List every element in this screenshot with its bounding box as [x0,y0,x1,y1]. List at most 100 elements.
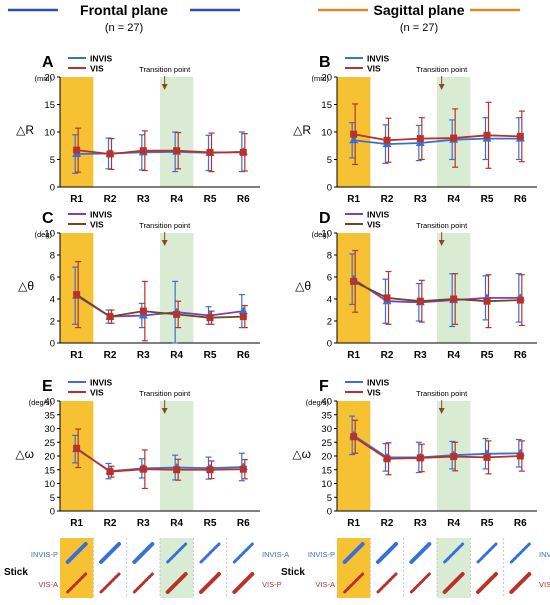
transition-annotation: Transition point [139,221,191,230]
data-point-vis [206,314,214,322]
legend-label: INVIS [367,54,390,64]
stick-r1-band [60,538,94,598]
unit-label: (deg/s) [306,398,330,407]
transition-arrow-head [438,84,445,90]
y-tick-label: 15 [44,465,55,476]
transition-annotation: Transition point [139,389,191,398]
y-tick-label: 2 [327,317,332,328]
x-tick-label: R1 [347,194,360,205]
y-tick-label: 40 [44,397,55,408]
x-tick-label: R5 [481,518,494,529]
stick-vis [66,572,88,594]
stick-invis [342,542,365,564]
y-tick-label: 10 [44,128,55,139]
y-axis-label: △R [293,123,311,137]
stick-vis [132,572,154,594]
legend-label: INVIS [367,210,390,220]
stick-vis [165,572,188,594]
stick-invis [132,542,155,564]
legend-label: INVIS [367,378,390,388]
panel-letter: F [319,378,329,395]
y-tick-label: 4 [50,295,55,306]
stick-vis [442,572,465,594]
stick-label-invis-a: INVIS-A [262,550,289,559]
data-point-vis [173,310,181,318]
transition-arrow-head [161,240,168,246]
y-tick-label: 20 [44,73,55,84]
data-point-vis [350,130,358,138]
y-tick-label: 30 [321,424,332,435]
data-point-vis [450,295,458,303]
y-tick-label: 5 [327,493,332,504]
y-tick-label: 20 [44,452,55,463]
stick-invis [409,542,432,564]
sagittal-header: Sagittal plane (n = 27) [318,2,520,34]
r4-band [160,401,194,511]
y-tick-label: 0 [50,339,55,350]
x-tick-label: R1 [70,518,83,529]
data-point-vis [139,147,147,155]
data-point-vis [516,132,524,140]
sagittal-title: Sagittal plane [373,2,464,18]
x-tick-label: R4 [170,518,183,529]
x-tick-label: R6 [237,350,250,361]
y-tick-label: 10 [321,229,332,240]
y-tick-label: 30 [44,424,55,435]
stick-label-vis-a: VIS-A [315,580,335,589]
y-axis-label: △ω [15,447,34,461]
x-tick-label: R2 [104,194,117,205]
y-tick-label: 15 [44,100,55,111]
x-tick-label: R4 [170,350,183,361]
y-tick-label: 8 [327,251,332,262]
panel-letter: D [319,210,331,227]
y-tick-label: 15 [321,465,332,476]
series-line [76,447,244,473]
data-point-vis [483,453,491,461]
stick-label-vis-a: VIS-A [38,580,58,589]
stick-invis [443,542,465,564]
y-tick-label: 10 [44,479,55,490]
x-tick-label: R5 [481,350,494,361]
panel-C: 0 2 4 6 8 10 R1 R2 R3 R4 R5 R6 C (deg) △θ Transition po… [18,210,260,361]
x-tick-label: R5 [481,194,494,205]
y-tick-label: 5 [327,155,332,166]
panel-E: 0 5 10 15 20 25 30 35 40 R1 R2 R3 R4 R5 R6 E (deg/s) △ω Tr… [15,378,260,529]
stick-vis [199,572,221,594]
frontal-header: Frontal plane (n = 27) [8,2,240,34]
legend-label: VIS [90,220,104,230]
series-line [353,434,521,459]
transition-annotation: Transition point [416,65,468,74]
x-tick-label: R5 [204,350,217,361]
y-tick-label: 6 [327,273,332,284]
data-point-vis [206,148,214,156]
series-line [353,278,521,304]
x-tick-label: R6 [514,350,527,361]
y-tick-label: 35 [321,410,332,421]
y-tick-label: 20 [321,73,332,84]
frontal-title: Frontal plane [80,2,168,18]
data-point-vis [516,296,524,304]
y-axis-label: △θ [18,279,34,293]
frontal-n: (n = 27) [105,22,143,34]
unit-label: (deg/s) [29,398,53,407]
y-tick-label: 10 [321,128,332,139]
data-point-vis [73,291,81,299]
sagittal-n: (n = 27) [400,22,438,34]
r1-band [60,77,94,187]
stick-invis [376,542,398,564]
y-tick-label: 5 [50,493,55,504]
data-point-invis [415,138,425,146]
data-point-vis [139,307,147,315]
data-point-vis [239,465,247,473]
legend-label: VIS [367,64,381,74]
transition-annotation: Transition point [416,221,468,230]
data-point-vis [239,148,247,156]
stick-vis [99,572,121,594]
series-line [353,133,521,142]
y-tick-label: 25 [321,438,332,449]
unit-label: (deg) [311,230,329,239]
stick-invis [166,542,188,564]
x-tick-label: R5 [204,518,217,529]
x-tick-label: R2 [381,194,394,205]
